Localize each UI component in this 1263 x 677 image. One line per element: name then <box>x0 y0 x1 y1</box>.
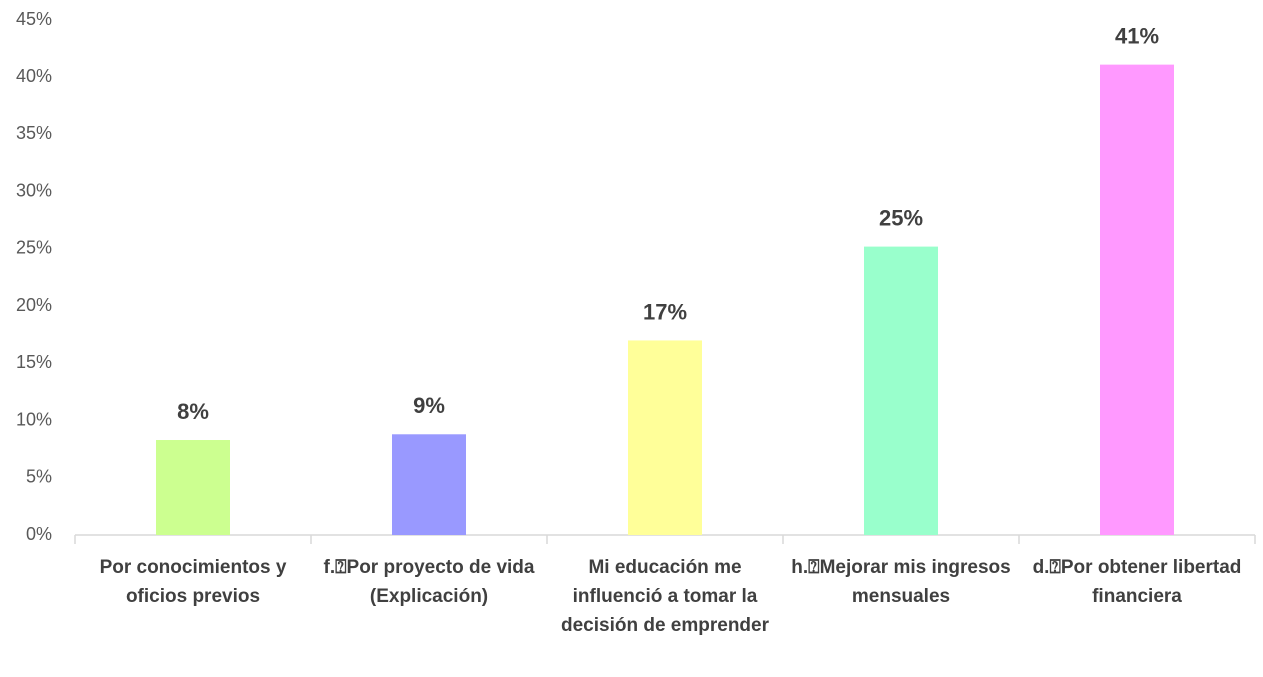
x-tick-label: Por conocimientos y oficios previos <box>99 557 287 607</box>
data-label: 17% <box>643 299 687 324</box>
bar <box>864 246 938 535</box>
y-tick-label: 30% <box>16 180 52 200</box>
x-tick-label: h.⍰Mejorar mis ingresos mensuales <box>791 557 1011 607</box>
data-label: 41% <box>1115 23 1159 48</box>
x-tick-label: f.⍰Por proyecto de vida (Explicación) <box>323 557 535 607</box>
bar <box>628 340 702 535</box>
x-tick-label: Mi educación me influenció a tomar la de… <box>560 557 769 636</box>
data-label: 9% <box>413 393 445 418</box>
bar <box>1100 64 1174 535</box>
y-tick-label: 25% <box>16 238 52 258</box>
data-label: 8% <box>177 399 209 424</box>
y-tick-label: 10% <box>16 409 52 429</box>
bar <box>156 440 230 535</box>
bar <box>392 434 466 535</box>
y-tick-label: 5% <box>26 467 52 487</box>
x-tick-label: d.⍰Por obtener libertad financiera <box>1032 557 1242 607</box>
y-tick-label: 15% <box>16 352 52 372</box>
y-tick-label: 20% <box>16 295 52 315</box>
data-label: 25% <box>879 205 923 230</box>
y-tick-label: 35% <box>16 123 52 143</box>
y-tick-label: 45% <box>16 9 52 29</box>
y-tick-label: 0% <box>26 524 52 544</box>
y-tick-label: 40% <box>16 66 52 86</box>
